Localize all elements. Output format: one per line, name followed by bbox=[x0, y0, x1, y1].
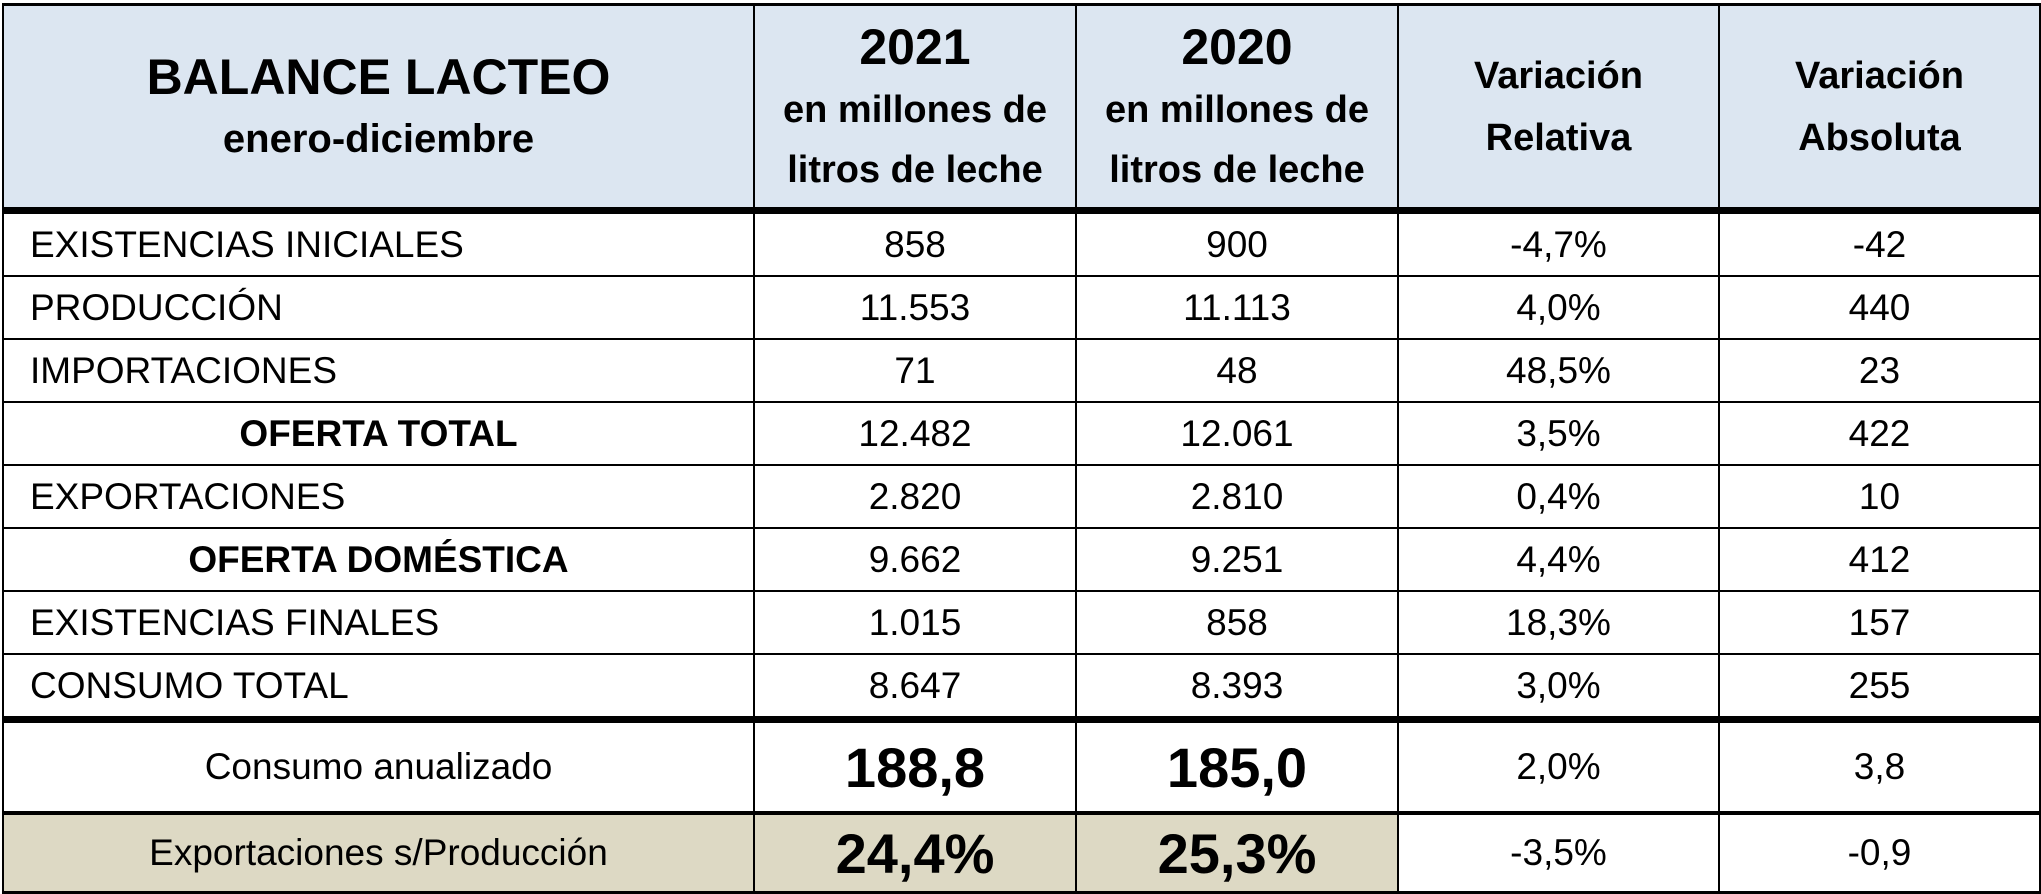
header-row: BALANCE LACTEO enero-diciembre 2021 en m… bbox=[2, 3, 2041, 214]
cell-2021: 71 bbox=[753, 338, 1077, 403]
cell-var-rel: -4,7% bbox=[1397, 209, 1720, 277]
header-2021-year: 2021 bbox=[859, 18, 971, 75]
cell-var-abs: 412 bbox=[1718, 527, 2041, 592]
export-ratio-2021: 24,4% bbox=[753, 811, 1077, 894]
table-title: BALANCE LACTEO bbox=[146, 48, 611, 105]
consumo-var-abs: 3,8 bbox=[1718, 718, 2041, 814]
export-ratio-2020: 25,3% bbox=[1075, 811, 1399, 894]
cell-2020: 12.061 bbox=[1075, 401, 1399, 466]
cell-2020: 11.113 bbox=[1075, 275, 1399, 340]
consumo-label: Consumo anualizado bbox=[2, 718, 755, 814]
row-label-oferta-total: OFERTA TOTAL bbox=[2, 401, 755, 466]
row-label-oferta-domestica: OFERTA DOMÉSTICA bbox=[2, 527, 755, 592]
cell-2020: 9.251 bbox=[1075, 527, 1399, 592]
export-ratio-var-rel: -3,5% bbox=[1397, 811, 1720, 894]
cell-2021: 11.553 bbox=[753, 275, 1077, 340]
header-var-rel-cell: Variación Relativa bbox=[1397, 3, 1720, 214]
cell-var-abs: 157 bbox=[1718, 590, 2041, 655]
header-2021-unit-line2: litros de leche bbox=[787, 148, 1043, 191]
row-label: PRODUCCIÓN bbox=[2, 275, 755, 340]
header-2020-unit-line2: litros de leche bbox=[1109, 148, 1365, 191]
header-var-rel-line2: Relativa bbox=[1485, 116, 1632, 159]
header-2021-cell: 2021 en millones de litros de leche bbox=[753, 3, 1077, 214]
table-row: EXPORTACIONES 2.820 2.810 0,4% 10 bbox=[2, 464, 2041, 529]
header-2021-unit-line1: en millones de bbox=[783, 88, 1047, 131]
header-var-abs-cell: Variación Absoluta bbox=[1718, 3, 2041, 214]
cell-var-rel: 18,3% bbox=[1397, 590, 1720, 655]
row-label: EXPORTACIONES bbox=[2, 464, 755, 529]
cell-2021: 2.820 bbox=[753, 464, 1077, 529]
cell-var-rel: 4,0% bbox=[1397, 275, 1720, 340]
exportaciones-produccion-row: Exportaciones s/Producción 24,4% 25,3% -… bbox=[2, 811, 2041, 894]
balance-lacteo-table: BALANCE LACTEO enero-diciembre 2021 en m… bbox=[2, 3, 2041, 894]
header-var-abs-line1: Variación bbox=[1795, 54, 1964, 97]
cell-2021: 8.647 bbox=[753, 653, 1077, 723]
cell-var-abs: -42 bbox=[1718, 209, 2041, 277]
cell-2021: 12.482 bbox=[753, 401, 1077, 466]
export-ratio-var-abs: -0,9 bbox=[1718, 811, 2041, 894]
cell-2020: 900 bbox=[1075, 209, 1399, 277]
cell-2020: 2.810 bbox=[1075, 464, 1399, 529]
cell-var-abs: 23 bbox=[1718, 338, 2041, 403]
table-row: EXISTENCIAS INICIALES 858 900 -4,7% -42 bbox=[2, 209, 2041, 277]
consumo-2020: 185,0 bbox=[1075, 718, 1399, 814]
cell-var-abs: 422 bbox=[1718, 401, 2041, 466]
table-subtitle: enero-diciembre bbox=[222, 116, 535, 161]
cell-2021: 858 bbox=[753, 209, 1077, 277]
header-2020-unit-line1: en millones de bbox=[1105, 88, 1369, 131]
cell-2020: 8.393 bbox=[1075, 653, 1399, 723]
cell-var-rel: 4,4% bbox=[1397, 527, 1720, 592]
row-label: CONSUMO TOTAL bbox=[2, 653, 755, 723]
cell-var-rel: 48,5% bbox=[1397, 338, 1720, 403]
cell-var-abs: 10 bbox=[1718, 464, 2041, 529]
cell-var-rel: 3,0% bbox=[1397, 653, 1720, 723]
row-label: EXISTENCIAS INICIALES bbox=[2, 209, 755, 277]
export-ratio-label: Exportaciones s/Producción bbox=[2, 811, 755, 894]
table-row: CONSUMO TOTAL 8.647 8.393 3,0% 255 bbox=[2, 653, 2041, 723]
row-label: IMPORTACIONES bbox=[2, 338, 755, 403]
consumo-anualizado-row: Consumo anualizado 188,8 185,0 2,0% 3,8 bbox=[2, 718, 2041, 814]
cell-2020: 48 bbox=[1075, 338, 1399, 403]
cell-var-rel: 3,5% bbox=[1397, 401, 1720, 466]
cell-var-abs: 255 bbox=[1718, 653, 2041, 723]
header-var-rel-line1: Variación bbox=[1474, 54, 1643, 97]
table-row-total: OFERTA TOTAL 12.482 12.061 3,5% 422 bbox=[2, 401, 2041, 466]
table-row-total: OFERTA DOMÉSTICA 9.662 9.251 4,4% 412 bbox=[2, 527, 2041, 592]
header-2020-cell: 2020 en millones de litros de leche bbox=[1075, 3, 1399, 214]
cell-var-abs: 440 bbox=[1718, 275, 2041, 340]
header-title-cell: BALANCE LACTEO enero-diciembre bbox=[2, 3, 755, 214]
consumo-2021: 188,8 bbox=[753, 718, 1077, 814]
cell-2021: 1.015 bbox=[753, 590, 1077, 655]
cell-2021: 9.662 bbox=[753, 527, 1077, 592]
table-row: IMPORTACIONES 71 48 48,5% 23 bbox=[2, 338, 2041, 403]
header-2020-year: 2020 bbox=[1181, 18, 1293, 75]
cell-2020: 858 bbox=[1075, 590, 1399, 655]
cell-var-rel: 0,4% bbox=[1397, 464, 1720, 529]
header-var-abs-line2: Absoluta bbox=[1798, 116, 1961, 159]
table-row: PRODUCCIÓN 11.553 11.113 4,0% 440 bbox=[2, 275, 2041, 340]
consumo-var-rel: 2,0% bbox=[1397, 718, 1720, 814]
table-row: EXISTENCIAS FINALES 1.015 858 18,3% 157 bbox=[2, 590, 2041, 655]
row-label: EXISTENCIAS FINALES bbox=[2, 590, 755, 655]
